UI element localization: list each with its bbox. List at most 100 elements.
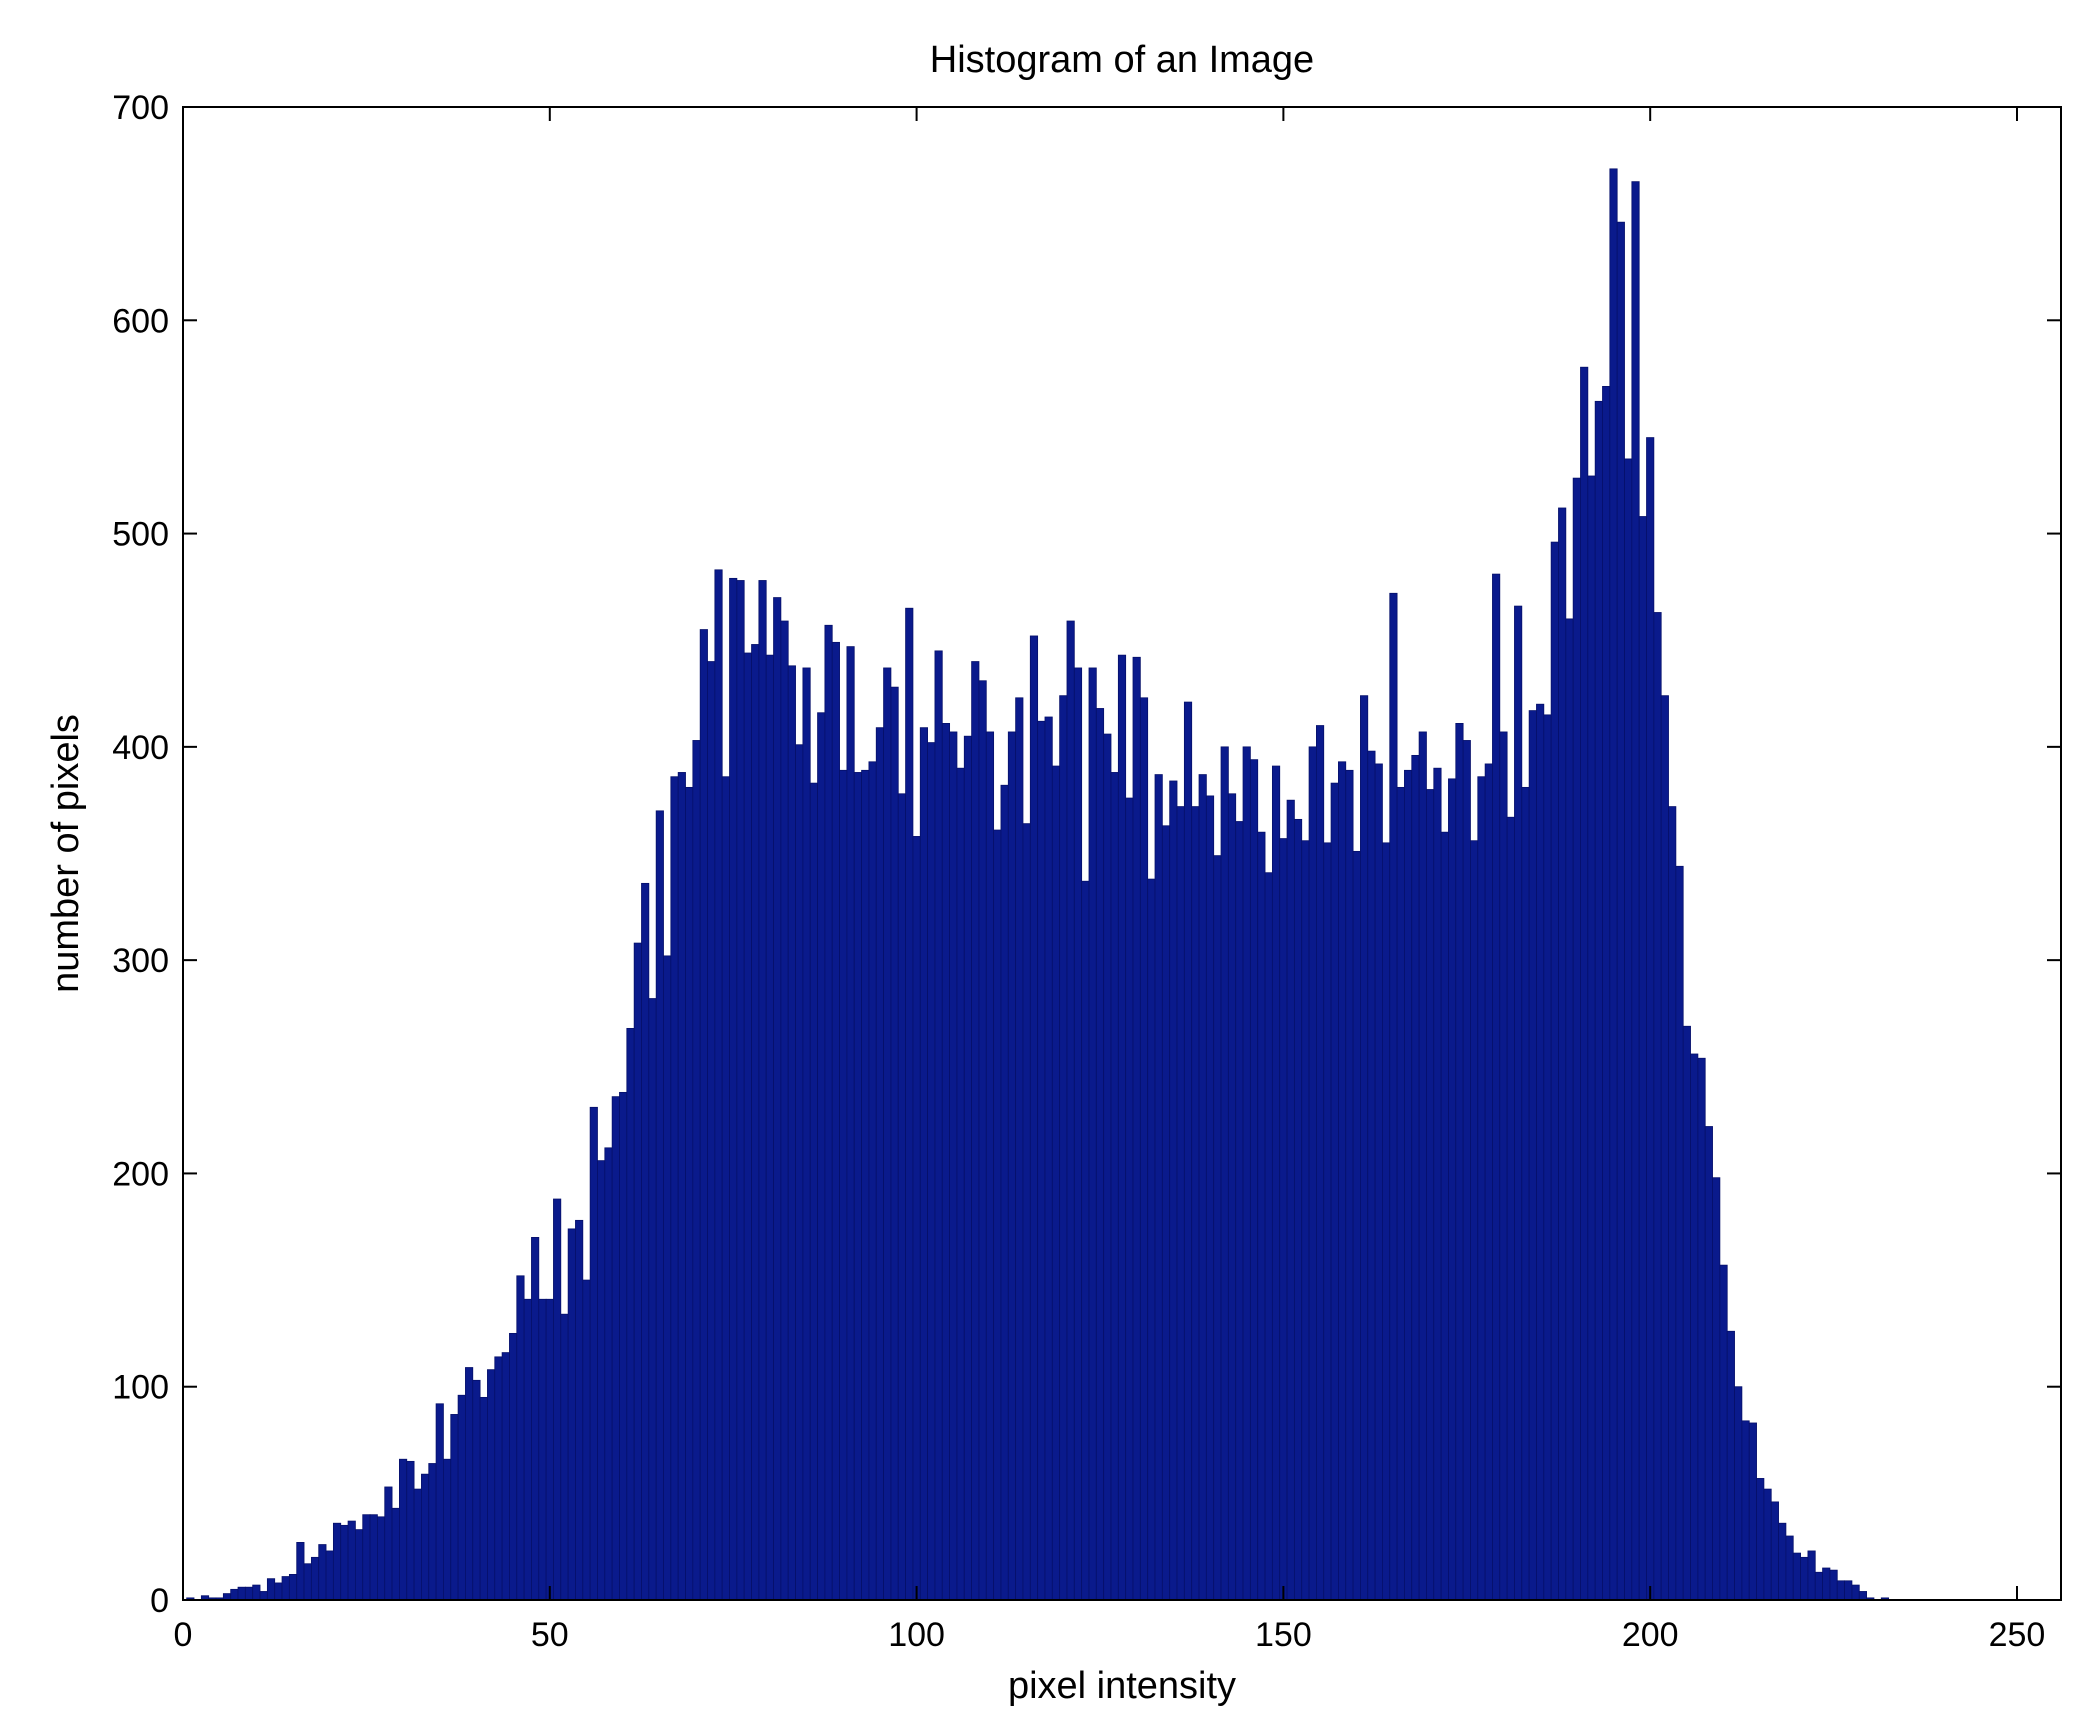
histogram-bar — [399, 1458, 408, 1601]
histogram-bar — [1726, 1330, 1735, 1601]
histogram-bar — [1624, 458, 1633, 1601]
histogram-bar — [1433, 767, 1442, 1601]
histogram-bar — [1734, 1386, 1743, 1601]
histogram-bar — [1367, 750, 1376, 1601]
histogram-bar — [1558, 507, 1567, 1601]
histogram-bar — [714, 569, 723, 1601]
histogram-bar — [1785, 1535, 1794, 1601]
histogram-bar — [1844, 1580, 1853, 1601]
histogram-bar — [501, 1352, 510, 1601]
histogram-bar — [531, 1237, 540, 1601]
histogram-bar — [1440, 831, 1449, 1601]
histogram-bar — [993, 829, 1002, 1601]
histogram-bar — [780, 620, 789, 1601]
histogram-bar — [1147, 878, 1156, 1601]
histogram-bar — [692, 740, 701, 1601]
histogram-bar — [465, 1367, 474, 1601]
histogram-bar — [897, 793, 906, 1601]
histogram-bar — [1521, 786, 1530, 1601]
histogram-bar — [853, 772, 862, 1601]
histogram-bar — [1088, 667, 1097, 1601]
histogram-bar — [1807, 1550, 1816, 1601]
histogram-bar — [369, 1514, 378, 1601]
histogram-bar — [1536, 703, 1545, 1601]
histogram-bar — [406, 1460, 415, 1601]
histogram-bar — [1792, 1552, 1801, 1601]
histogram-bar — [699, 629, 708, 1601]
histogram-bar — [391, 1507, 400, 1601]
histogram-bar — [1132, 656, 1141, 1601]
histogram-bar — [1741, 1420, 1750, 1601]
histogram-bar — [1264, 872, 1273, 1601]
histogram-bar — [963, 735, 973, 1601]
histogram-bar — [1682, 1025, 1691, 1601]
histogram-bar — [545, 1298, 554, 1601]
histogram-bar — [413, 1488, 422, 1601]
histogram-bar — [1316, 725, 1325, 1601]
histogram-bar — [266, 1578, 276, 1601]
x-axis-label: pixel intensity — [1008, 1665, 1236, 1707]
histogram-bar — [1800, 1556, 1809, 1601]
histogram-bar — [619, 1091, 628, 1601]
histogram-bar — [1330, 782, 1339, 1601]
x-tick-label: 150 — [1255, 1616, 1312, 1654]
histogram-bar — [1822, 1567, 1831, 1601]
histogram-bar — [567, 1228, 576, 1601]
histogram-bar — [795, 744, 804, 1601]
histogram-bar — [655, 810, 664, 1601]
histogram-bar — [1580, 366, 1589, 1601]
x-tick-label: 50 — [531, 1616, 569, 1654]
histogram-bar — [1763, 1488, 1772, 1601]
histogram-bar — [310, 1556, 320, 1601]
histogram-bar — [641, 882, 650, 1601]
histogram-bar — [1235, 821, 1244, 1601]
histogram-bar — [1499, 731, 1508, 1601]
histogram-bar — [648, 998, 657, 1601]
histogram-bar — [1528, 710, 1537, 1601]
histogram-bar — [751, 644, 760, 1601]
histogram-bar — [1778, 1522, 1787, 1601]
histogram-bar — [538, 1298, 547, 1601]
histogram-bar — [985, 731, 995, 1601]
histogram-bar — [1110, 772, 1119, 1601]
histogram-bar — [1719, 1264, 1728, 1601]
histogram-bar — [1066, 620, 1075, 1601]
histogram-bar — [376, 1516, 386, 1601]
histogram-bar — [252, 1584, 261, 1601]
histogram-bar — [1139, 697, 1149, 1601]
y-tick-label: 200 — [112, 1155, 169, 1193]
histogram-bar — [582, 1279, 591, 1601]
x-tick-label: 0 — [174, 1616, 193, 1654]
histogram-bar — [1587, 475, 1596, 1601]
histogram-bar — [883, 667, 892, 1601]
histogram-bar — [1161, 825, 1171, 1601]
histogram-bar — [1360, 695, 1369, 1601]
histogram-bar — [978, 680, 987, 1601]
histogram-bar — [1191, 806, 1200, 1601]
histogram-bar — [1492, 573, 1501, 1601]
histogram-bar — [758, 580, 767, 1601]
histogram-bar — [1301, 840, 1310, 1601]
histogram-bar — [259, 1591, 268, 1601]
histogram-bar — [1029, 635, 1039, 1601]
histogram-bar — [553, 1198, 562, 1601]
histogram-bar — [1646, 437, 1655, 1601]
histogram-bar — [1418, 731, 1427, 1601]
histogram-bar — [1748, 1422, 1757, 1601]
x-tick-label: 100 — [888, 1616, 945, 1654]
histogram-bar — [1374, 763, 1383, 1601]
histogram-bar — [846, 646, 855, 1601]
histogram-bar — [237, 1586, 246, 1601]
histogram-bar — [281, 1576, 290, 1601]
histogram-bar — [927, 742, 936, 1601]
histogram-bar — [1345, 769, 1354, 1601]
chart-title: Histogram of an Image — [930, 39, 1314, 81]
histogram-bar — [332, 1522, 342, 1601]
histogram-bar — [1176, 806, 1185, 1601]
histogram-bar — [1462, 740, 1471, 1601]
histogram-bar — [1323, 842, 1332, 1601]
histogram-bar — [1814, 1571, 1823, 1601]
y-tick-label: 0 — [150, 1582, 169, 1620]
histogram-bar — [589, 1106, 598, 1601]
